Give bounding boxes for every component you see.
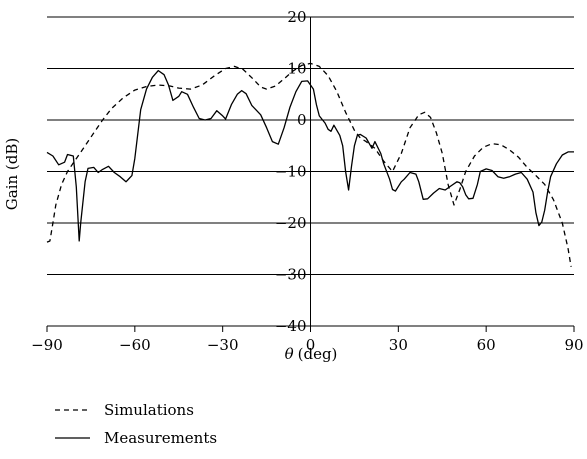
- series-line-measurements: [46, 69, 574, 242]
- y-tick-label: −10: [275, 163, 307, 181]
- y-tick-label: 10: [287, 60, 306, 78]
- x-tick-label: −90: [31, 336, 63, 354]
- y-tick-labels: 20 10 0 −10 −20 −30 −40: [275, 8, 307, 335]
- y-axis-title: Gain (dB): [3, 138, 21, 210]
- x-tick-label: −30: [207, 336, 239, 354]
- y-tick-label: −30: [275, 266, 307, 284]
- x-tick-label: −60: [119, 336, 151, 354]
- x-axis-title: θ (deg): [285, 345, 338, 363]
- y-tick-label: 20: [287, 8, 306, 26]
- legend-item-simulations: Simulations: [55, 401, 194, 419]
- x-tick-label: 30: [389, 336, 408, 354]
- series-lines: [46, 62, 574, 267]
- x-axis-unit: (deg): [298, 345, 338, 363]
- x-axis-symbol: θ: [285, 345, 294, 363]
- y-tick-label: 0: [297, 111, 307, 129]
- x-tick-label: 90: [564, 336, 583, 354]
- x-tick-labels: −90 −60 −30 0 30 60 90: [31, 336, 583, 354]
- y-tick-label: −20: [275, 214, 307, 232]
- series-line-simulations: [46, 62, 572, 267]
- legend-item-measurements: Measurements: [55, 429, 217, 447]
- legend-label-simulations: Simulations: [104, 401, 194, 419]
- x-tick-label: 60: [477, 336, 496, 354]
- y-tick-label: −40: [275, 317, 307, 335]
- axes: [46, 17, 575, 332]
- x-tick-label: 0: [306, 336, 316, 354]
- legend: Simulations Measurements: [55, 401, 217, 447]
- legend-label-measurements: Measurements: [104, 429, 217, 447]
